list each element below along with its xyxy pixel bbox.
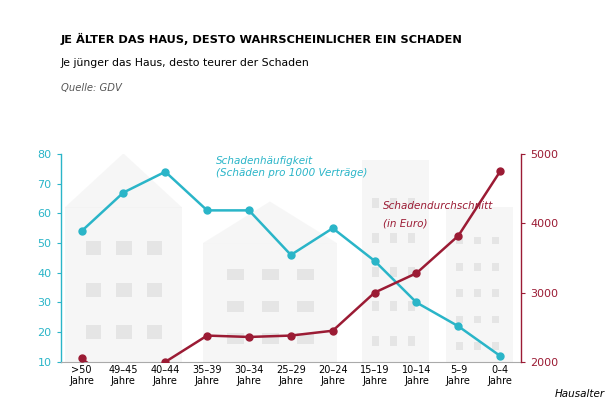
- Bar: [390, 233, 397, 243]
- Bar: [116, 283, 132, 297]
- Text: Schadenhäufigkeit: Schadenhäufigkeit: [216, 156, 313, 166]
- Bar: [262, 269, 279, 280]
- Bar: [456, 263, 462, 271]
- Bar: [456, 237, 462, 245]
- Text: JE ÄLTER DAS HAUS, DESTO WAHRSCHEINLICHER EIN SCHADEN: JE ÄLTER DAS HAUS, DESTO WAHRSCHEINLICHE…: [61, 33, 462, 45]
- Bar: [203, 243, 337, 362]
- Bar: [456, 316, 462, 323]
- Bar: [474, 237, 481, 245]
- Bar: [474, 263, 481, 271]
- Bar: [147, 241, 162, 255]
- Bar: [297, 269, 314, 280]
- Polygon shape: [65, 154, 182, 208]
- Bar: [227, 333, 244, 344]
- Bar: [65, 208, 182, 362]
- Text: Hausalter: Hausalter: [554, 389, 605, 399]
- Bar: [474, 342, 481, 349]
- Bar: [362, 160, 429, 362]
- Bar: [474, 316, 481, 323]
- Text: Je jünger das Haus, desto teurer der Schaden: Je jünger das Haus, desto teurer der Sch…: [61, 58, 309, 68]
- Polygon shape: [203, 201, 337, 243]
- Bar: [408, 233, 415, 243]
- Text: Quelle: GDV: Quelle: GDV: [61, 83, 121, 93]
- Bar: [372, 301, 379, 312]
- Bar: [372, 336, 379, 346]
- Bar: [456, 289, 462, 297]
- Text: Schadendurchschnitt: Schadendurchschnitt: [383, 201, 493, 211]
- Bar: [492, 263, 499, 271]
- Bar: [492, 342, 499, 349]
- Bar: [116, 325, 132, 339]
- Bar: [147, 325, 162, 339]
- Bar: [474, 289, 481, 297]
- Bar: [408, 198, 415, 208]
- Bar: [372, 267, 379, 277]
- Bar: [147, 283, 162, 297]
- Bar: [390, 198, 397, 208]
- Bar: [297, 333, 314, 344]
- Bar: [116, 241, 132, 255]
- Text: (Schäden pro 1000 Verträge): (Schäden pro 1000 Verträge): [216, 168, 367, 178]
- Bar: [408, 301, 415, 312]
- Bar: [408, 267, 415, 277]
- Bar: [492, 316, 499, 323]
- Bar: [227, 269, 244, 280]
- Bar: [86, 241, 101, 255]
- Bar: [86, 283, 101, 297]
- Bar: [390, 267, 397, 277]
- Text: (in Euro): (in Euro): [383, 219, 427, 229]
- Bar: [372, 233, 379, 243]
- Bar: [446, 208, 513, 362]
- Bar: [492, 237, 499, 245]
- Bar: [372, 198, 379, 208]
- Bar: [408, 336, 415, 346]
- Bar: [262, 333, 279, 344]
- Bar: [456, 342, 462, 349]
- Bar: [492, 289, 499, 297]
- Bar: [297, 301, 314, 312]
- Bar: [262, 301, 279, 312]
- Bar: [390, 336, 397, 346]
- Bar: [86, 325, 101, 339]
- Bar: [227, 301, 244, 312]
- Bar: [390, 301, 397, 312]
